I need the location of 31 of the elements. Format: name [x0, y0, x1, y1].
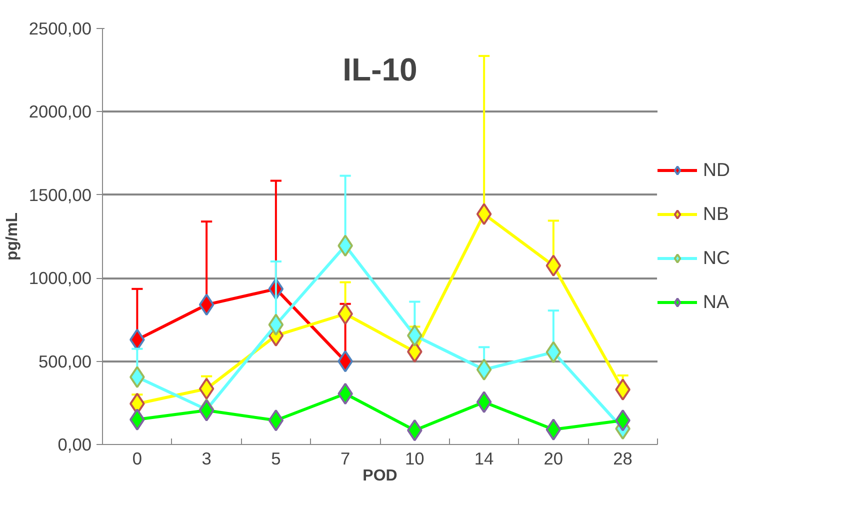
point: [546, 418, 562, 441]
point: [268, 409, 284, 432]
y-tick-label: 2500,00: [28, 18, 92, 38]
x-tick-label: 5: [271, 448, 281, 468]
y-tick-label: 0,00: [58, 434, 92, 454]
point: [268, 314, 284, 336]
y-tick-label: 2000,00: [28, 102, 92, 122]
point: [476, 391, 492, 414]
x-tick-label: 20: [544, 448, 564, 468]
y-axis-title: pg/mL: [4, 212, 21, 260]
legend-label: NB: [703, 203, 729, 225]
point: [546, 254, 562, 277]
x-tick-label: 28: [613, 448, 632, 468]
point: [198, 378, 214, 400]
y-tick-label: 500,00: [38, 351, 92, 372]
x-tick-label: 0: [132, 448, 142, 468]
point: [476, 203, 492, 226]
point: [198, 294, 214, 316]
text: IL-10: [342, 52, 418, 88]
point: [546, 341, 562, 364]
legend-label: ND: [703, 159, 730, 181]
x-tick-label: 14: [474, 448, 494, 468]
point: [476, 358, 492, 381]
y-tick-label: 1000,00: [28, 268, 92, 288]
legend-label: NA: [703, 291, 729, 313]
legend-label: NC: [703, 247, 730, 269]
x-tick-label: 10: [405, 448, 424, 468]
y-tick-label: 1500,00: [28, 184, 92, 205]
x-tick-label: 7: [340, 448, 350, 468]
x-tick-label: 3: [202, 448, 212, 468]
x-axis-title: POD: [362, 468, 398, 484]
